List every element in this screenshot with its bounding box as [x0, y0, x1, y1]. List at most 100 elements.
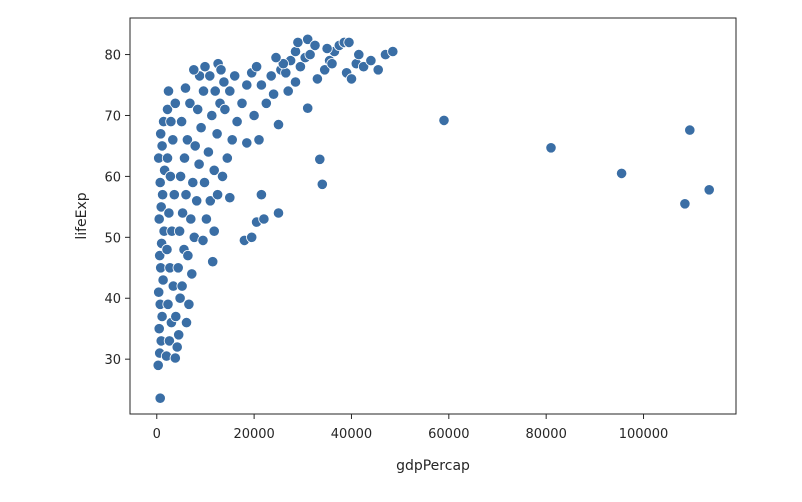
data-point: [164, 170, 176, 182]
data-point: [182, 250, 194, 262]
data-point: [270, 51, 282, 64]
data-point: [169, 97, 181, 109]
y-tick-label: 30: [104, 353, 121, 368]
data-point: [302, 33, 314, 45]
y-tick-label: 50: [104, 231, 121, 246]
data-point: [265, 70, 277, 82]
data-point: [153, 323, 165, 335]
data-point: [615, 167, 628, 179]
data-point: [155, 201, 167, 213]
data-point: [155, 128, 167, 140]
data-point: [185, 213, 197, 225]
data-point: [251, 61, 263, 73]
data-point: [183, 298, 195, 310]
x-tick-label: 40000: [331, 427, 372, 442]
data-point: [209, 85, 221, 97]
data-point: [311, 73, 323, 85]
data-point: [154, 176, 166, 189]
data-point: [292, 36, 304, 49]
data-point: [343, 36, 355, 49]
data-point: [319, 64, 331, 76]
data-point: [180, 189, 192, 201]
data-point: [197, 234, 209, 246]
data-point: [321, 42, 333, 55]
data-point: [218, 76, 230, 88]
data-point: [153, 286, 165, 298]
data-point: [316, 178, 328, 190]
data-point: [216, 170, 229, 182]
data-point: [171, 341, 183, 353]
data-point: [545, 142, 557, 154]
data-point: [172, 262, 184, 274]
data-point: [191, 195, 203, 207]
y-axis-label: lifeExp: [74, 192, 90, 239]
data-point: [206, 109, 218, 122]
data-point: [208, 225, 220, 237]
data-point: [353, 48, 365, 61]
data-point: [326, 58, 338, 70]
x-tick-label: 60000: [428, 427, 469, 442]
data-point: [357, 61, 370, 73]
data-point: [152, 359, 164, 371]
data-point: [231, 116, 243, 128]
data-point: [176, 116, 188, 128]
data-point: [215, 64, 227, 76]
data-point: [187, 176, 199, 189]
data-point: [156, 310, 168, 323]
data-point: [236, 97, 248, 109]
x-axis-label: gdpPercap: [396, 458, 470, 474]
data-point: [178, 152, 191, 164]
data-point: [248, 109, 260, 122]
data-point: [277, 58, 289, 70]
data-point: [208, 164, 220, 176]
data-point: [193, 158, 205, 170]
data-point: [162, 298, 174, 310]
data-point: [154, 392, 166, 404]
data-point: [163, 207, 175, 219]
data-point: [186, 268, 198, 280]
y-tick-label: 70: [104, 109, 121, 124]
data-point: [192, 103, 204, 116]
data-point: [199, 61, 211, 73]
data-point: [154, 250, 166, 262]
data-point: [202, 146, 214, 158]
data-point: [170, 310, 182, 323]
x-tick-label: 100000: [619, 427, 669, 442]
data-point: [198, 176, 211, 189]
data-point: [195, 122, 207, 134]
data-point: [289, 76, 302, 88]
data-point: [224, 192, 236, 204]
data-point: [162, 85, 175, 97]
data-point: [255, 79, 267, 91]
data-point: [169, 352, 181, 364]
data-point: [161, 243, 173, 256]
data-point: [181, 134, 193, 146]
data-point: [309, 39, 321, 52]
data-point: [224, 85, 236, 97]
data-point: [176, 280, 188, 292]
data-point: [302, 102, 314, 114]
data-point: [165, 116, 177, 128]
data-point: [174, 225, 186, 237]
data-point: [255, 189, 267, 201]
data-point: [204, 195, 216, 207]
data-point: [157, 189, 169, 201]
plot-frame: [129, 17, 737, 415]
data-point: [267, 88, 280, 100]
data-point: [184, 97, 196, 109]
data-point: [167, 134, 179, 146]
data-point: [684, 124, 696, 136]
data-point: [161, 103, 174, 116]
data-point: [204, 70, 216, 82]
data-point: [175, 170, 187, 182]
data-point: [168, 189, 180, 201]
data-point: [703, 184, 715, 196]
data-point: [282, 85, 294, 97]
y-tick-label: 40: [104, 292, 121, 307]
data-point: [163, 335, 175, 347]
data-point: [177, 207, 189, 219]
y-tick-label: 80: [104, 49, 121, 64]
data-point: [365, 54, 377, 67]
data-point: [272, 207, 285, 219]
